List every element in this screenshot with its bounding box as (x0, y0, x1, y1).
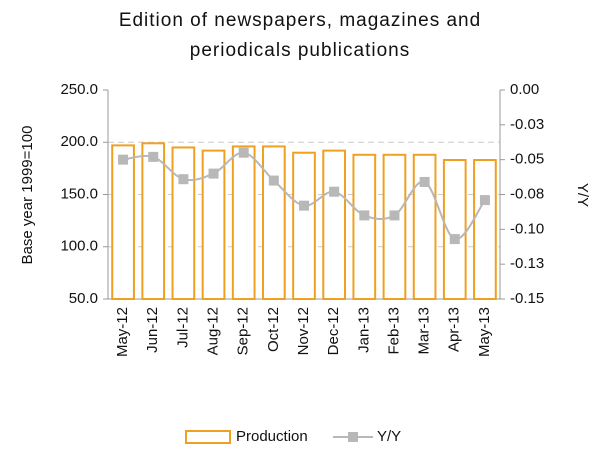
x-tick-label: Apr-13 (446, 307, 463, 352)
marker (479, 195, 490, 206)
x-tick-label: Sep-12 (235, 307, 252, 355)
x-tick-label: Nov-12 (295, 307, 312, 355)
y2-tick-label: -0.03 (510, 116, 544, 133)
bar (322, 149, 347, 300)
y2-tick-label: 0.00 (510, 81, 539, 98)
legend-label: Production (236, 428, 308, 445)
chart-title: Edition of newspapers, magazines and per… (118, 10, 482, 61)
marker (238, 147, 249, 158)
marker (299, 200, 309, 211)
bar (261, 145, 286, 300)
bar (111, 144, 135, 300)
y2-tick-label: -0.15 (510, 290, 544, 307)
bar (382, 153, 407, 300)
marker (268, 175, 279, 186)
y2-tick-label: -0.13 (510, 255, 544, 272)
legend-label: Y/Y (377, 428, 401, 445)
marker (359, 210, 370, 221)
y-tick-label: 150.0 (60, 185, 98, 202)
marker (208, 168, 219, 179)
y-axis-label: Base year 1999=100 (19, 126, 36, 265)
bar (141, 142, 166, 300)
bar (473, 159, 497, 300)
marker (148, 151, 159, 162)
legend-swatch (185, 430, 231, 444)
y2-tick-label: -0.10 (510, 220, 544, 237)
y2-tick-label: -0.05 (510, 151, 544, 168)
marker (329, 186, 340, 197)
marker (118, 154, 129, 165)
marker (419, 176, 430, 187)
x-tick-label: Aug-12 (205, 307, 222, 355)
y-tick-label: 250.0 (60, 81, 98, 98)
bar (292, 151, 316, 300)
bar (412, 153, 437, 300)
bar (231, 145, 256, 300)
x-tick-label: May-13 (476, 307, 493, 357)
bar (442, 159, 467, 300)
x-tick-label: Feb-13 (385, 307, 402, 355)
legend-swatch (348, 432, 358, 442)
bar (201, 149, 226, 300)
bar (352, 153, 377, 300)
y2-tick-label: -0.08 (510, 185, 544, 202)
marker (449, 234, 460, 245)
y-tick-label: 200.0 (60, 133, 98, 150)
y-tick-label: 50.0 (69, 290, 98, 307)
marker (389, 210, 400, 221)
x-tick-label: Jul-12 (174, 307, 191, 348)
x-tick-label: May-12 (114, 307, 131, 357)
x-tick-label: Dec-12 (325, 307, 342, 355)
x-tick-label: Mar-13 (416, 307, 433, 355)
bar (171, 146, 196, 300)
marker (178, 174, 189, 185)
y-tick-label: 100.0 (60, 238, 98, 255)
x-tick-label: Jun-12 (144, 307, 161, 353)
y2-axis-label: Y/Y (574, 183, 591, 207)
x-tick-label: Oct-12 (265, 307, 282, 352)
x-tick-label: Jan-13 (355, 307, 372, 353)
